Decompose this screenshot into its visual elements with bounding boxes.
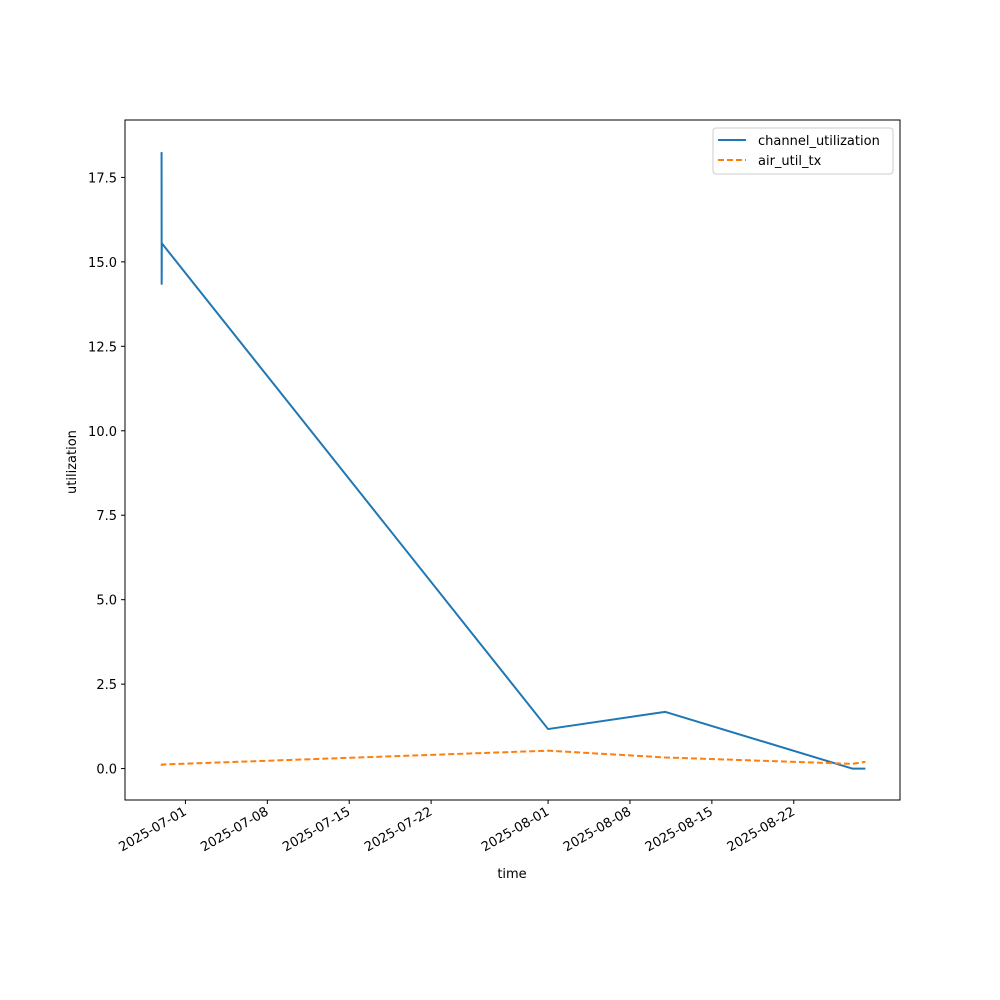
x-axis-label: time	[497, 867, 526, 882]
y-axis: 0.0 2.5 5.0 7.5 10.0 12.5 15.0 17.5	[88, 171, 125, 778]
legend-label: air_util_tx	[758, 154, 822, 169]
y-axis-label: utilization	[65, 430, 80, 494]
y-tick-label: 2.5	[96, 678, 117, 693]
legend-label: channel_utilization	[758, 134, 880, 149]
series-layer	[160, 152, 866, 770]
y-tick-label: 12.5	[88, 340, 117, 355]
legend: channel_utilization air_util_tx	[712, 127, 894, 175]
legend-box	[712, 127, 894, 175]
series-line-channel-utilization	[160, 152, 866, 770]
series-line-air-util-tx	[160, 749, 866, 767]
y-tick-label: 17.5	[88, 171, 117, 186]
y-tick-label: 0.0	[96, 763, 117, 778]
y-tick-label: 10.0	[88, 425, 117, 440]
y-tick-label: 15.0	[88, 256, 117, 271]
y-tick-label: 5.0	[96, 594, 117, 609]
axes-frame	[124, 119, 901, 801]
y-tick-label: 7.5	[96, 509, 117, 524]
